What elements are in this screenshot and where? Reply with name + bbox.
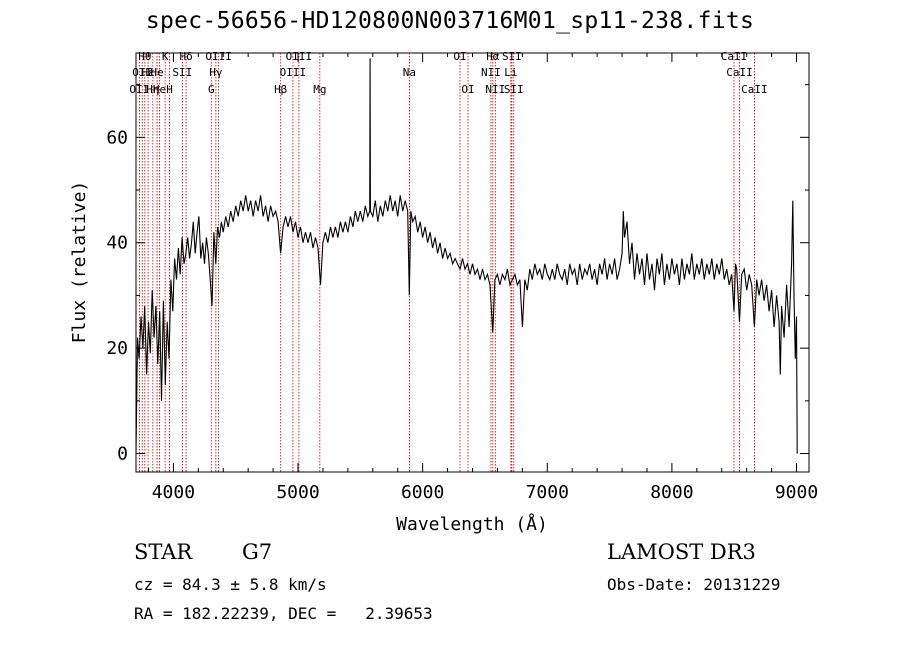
y-tick-label: 0 [117,444,128,465]
line-marker-label: OIII [205,50,232,63]
x-axis-ticks: 4000 5000 6000 7000 8000 9000 [147,53,818,503]
x-tick-label: 9000 [775,482,818,503]
y-tick-label: 60 [106,127,128,148]
y-tick-label: 20 [106,338,128,359]
line-marker-label: OII [129,83,149,96]
plot-frame [135,52,810,473]
line-marker-label: CaII [721,50,748,63]
line-marker-label: OII [132,66,152,79]
line-marker-label: H [166,83,173,96]
x-tick-label: 5000 [276,482,319,503]
object-class: STAR [134,540,193,564]
chart-title: spec-56656-HD120800N003716M01_sp11-238.f… [145,8,755,34]
line-marker-label: Hε [141,66,154,79]
line-marker-label: Hη [146,83,159,96]
line-marker-label: Hδ [179,50,192,63]
line-marker-label: OI [453,50,466,63]
line-marker-label: Hθ [138,50,151,63]
subclass: G7 [242,540,273,564]
x-tick-label: 8000 [650,482,693,503]
y-axis-label: Flux (relative) [69,181,90,344]
line-marker-label: OIII [280,66,307,79]
line-marker-label: G [208,83,215,96]
x-tick-label: 4000 [152,482,195,503]
spectrum-line [135,58,798,454]
line-marker-label: CaII [726,66,753,79]
coordinates: RA = 182.22239, DEC = 2.39653 [134,604,433,623]
line-marker-label: He [153,83,166,96]
observation-date: Obs-Date: 20131229 [607,575,781,594]
line-marker-label: OI [461,83,474,96]
line-marker-label: Hγ [209,66,223,79]
spectral-line-markers [138,53,755,472]
line-marker-label: CaII [741,83,768,96]
line-marker-label: OIII [286,50,313,63]
line-marker-label: NII [481,66,501,79]
line-marker-label: K [162,50,169,63]
line-marker-label: NII [485,83,505,96]
line-marker-label: Mg [313,83,326,96]
x-axis-label: Wavelength (Å) [396,513,548,535]
line-marker-label: He [150,66,163,79]
x-tick-label: 6000 [401,482,444,503]
line-marker-label: SII [502,50,522,63]
y-tick-label: 40 [106,233,128,254]
y-axis-ticks: 0 20 40 60 [106,84,809,465]
line-marker-label: Hβ [274,83,288,96]
line-marker-label: Li [504,66,517,79]
redshift-value: cz = 84.3 ± 5.8 km/s [134,575,327,594]
line-marker-label: SII [172,66,192,79]
line-marker-label: Na [403,66,416,79]
x-tick-label: 7000 [526,482,569,503]
survey-name: LAMOST DR3 [607,540,756,564]
line-marker-label: SII [504,83,524,96]
